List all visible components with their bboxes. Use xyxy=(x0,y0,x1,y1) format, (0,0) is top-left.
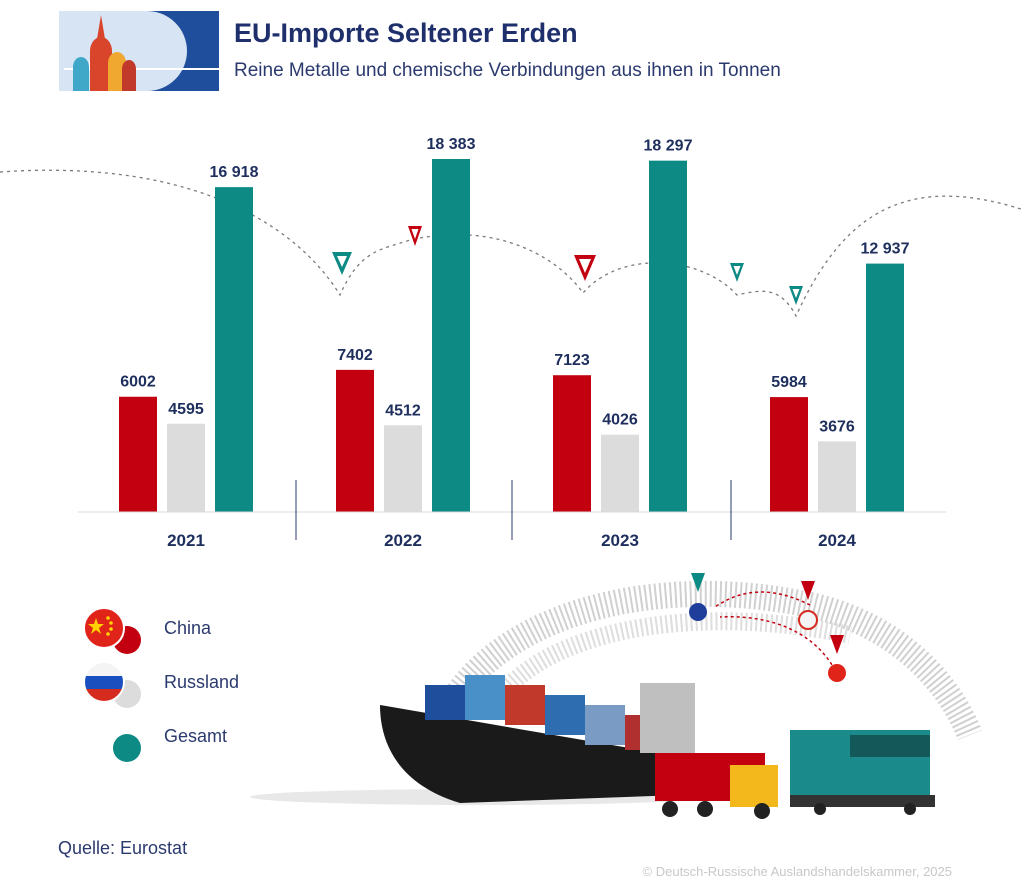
bar-russland-2021 xyxy=(167,423,205,512)
russia-flag-icon xyxy=(83,661,141,708)
value-label-china-2023: 7123 xyxy=(554,352,590,369)
total-dot-icon xyxy=(113,734,141,762)
bar-gesamt-2024 xyxy=(866,263,904,512)
value-label-gesamt-2022: 18 383 xyxy=(427,136,476,153)
ship-icon xyxy=(250,675,710,805)
chamber-logo xyxy=(59,11,219,91)
trend-decoration xyxy=(0,169,1024,318)
bar-china-2021 xyxy=(119,396,157,512)
x-tick-2023: 2023 xyxy=(601,531,639,550)
chart-title: EU-Importe Seltener Erden xyxy=(234,18,578,48)
bar-gesamt-2022 xyxy=(432,159,470,512)
value-label-gesamt-2021: 16 918 xyxy=(210,164,259,181)
x-tick-2022: 2022 xyxy=(384,531,422,550)
trade-illustration xyxy=(250,573,983,819)
legend-label-russland: Russland xyxy=(164,672,240,692)
globe-icon xyxy=(438,580,983,741)
bar-china-2022 xyxy=(336,369,374,512)
source-note: Quelle: Eurostat xyxy=(58,838,188,858)
value-label-gesamt-2024: 12 937 xyxy=(861,241,910,258)
route-arrows xyxy=(689,573,846,682)
value-labels-layer: 6002 4595 16 918 7402 4512 18 383 7123 4026 18 2… xyxy=(120,136,909,435)
value-label-russland-2023: 4026 xyxy=(602,412,638,429)
bar-russland-2023 xyxy=(601,434,639,512)
value-label-china-2021: 6002 xyxy=(120,374,156,391)
value-label-russland-2022: 4512 xyxy=(385,402,421,419)
bar-chart: 6002 4595 16 918 7402 4512 18 383 7123 4026 18 2… xyxy=(0,136,1024,550)
bar-china-2024 xyxy=(770,397,808,512)
train-icon xyxy=(790,730,935,815)
china-flag-icon xyxy=(83,607,141,654)
legend-label-china: China xyxy=(164,618,212,638)
legend-label-gesamt: Gesamt xyxy=(164,726,228,746)
bar-russland-2022 xyxy=(384,425,422,512)
legend-item-russland: Russland xyxy=(80,660,340,708)
chart-subtitle: Reine Metalle und chemische Verbindungen… xyxy=(234,60,781,81)
value-label-gesamt-2023: 18 297 xyxy=(644,138,693,155)
truck-icon xyxy=(655,753,778,819)
x-tick-labels: 2021 2022 2023 2024 xyxy=(167,531,856,550)
legend-item-china: China xyxy=(80,606,340,654)
value-label-china-2022: 7402 xyxy=(337,347,373,364)
year-separators xyxy=(295,480,732,540)
bars-layer xyxy=(119,159,904,512)
value-label-china-2024: 5984 xyxy=(771,374,807,391)
value-label-russland-2021: 4595 xyxy=(168,401,204,418)
x-tick-2021: 2021 xyxy=(167,531,205,550)
legend-item-gesamt: Gesamt xyxy=(80,714,340,762)
bar-gesamt-2023 xyxy=(649,160,687,512)
bar-gesamt-2021 xyxy=(215,187,253,512)
bar-china-2023 xyxy=(553,375,591,512)
copyright-note: © Deutsch-Russische Auslandshandelskamme… xyxy=(642,864,952,879)
bar-russland-2024 xyxy=(818,441,856,512)
value-label-russland-2024: 3676 xyxy=(819,418,855,435)
x-tick-2024: 2024 xyxy=(818,531,856,550)
